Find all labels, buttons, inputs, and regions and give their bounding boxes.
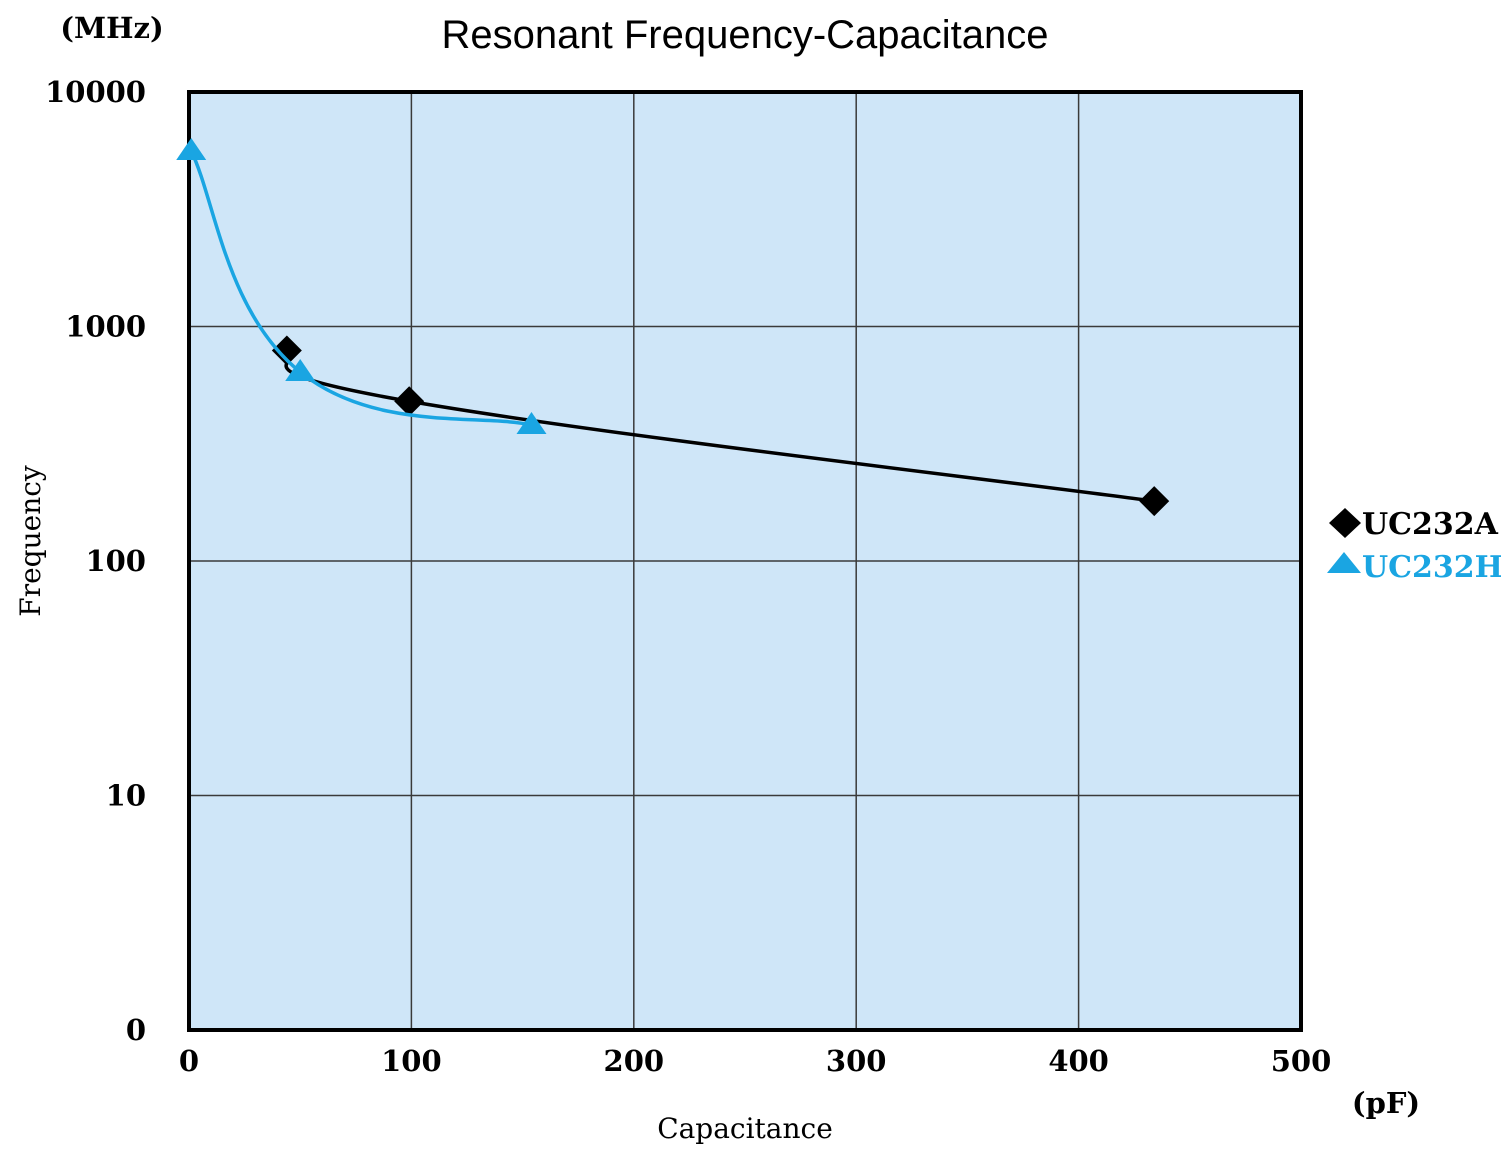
x-axis-unit: (pF): [1352, 1086, 1420, 1120]
x-tick-label: 400: [1048, 1044, 1109, 1078]
y-tick-label: 100: [85, 544, 146, 578]
x-tick-label: 100: [381, 1044, 442, 1078]
legend-label-uc232h: UC232H: [1362, 550, 1501, 585]
y-tick-label: 1000: [65, 310, 146, 344]
tick-labels: 0 100 200 300 400 500 0 10 100 1000 10000: [45, 75, 1331, 1078]
y-axis-unit: (MHz): [60, 11, 163, 45]
y-axis-label: Frequency: [14, 465, 47, 617]
legend-marker-uc232a: [1329, 508, 1361, 538]
series-layer: [176, 138, 1170, 517]
chart-title: Resonant Frequency-Capacitance: [441, 13, 1048, 57]
grid-lines: [189, 92, 1301, 1030]
y-tick-label: 0: [126, 1013, 146, 1047]
data-point-uc232a: [271, 335, 302, 366]
y-tick-label: 10: [106, 779, 146, 813]
x-tick-label: 500: [1271, 1044, 1332, 1078]
legend-marker-uc232h: [1327, 552, 1361, 573]
y-tick-label: 10000: [45, 75, 146, 109]
data-point-uc232h: [285, 358, 316, 381]
data-point-uc232h: [176, 138, 207, 161]
x-axis-label: Capacitance: [657, 1112, 833, 1145]
data-point-uc232a: [1139, 486, 1170, 517]
x-tick-label: 300: [826, 1044, 887, 1078]
x-tick-label: 200: [604, 1044, 665, 1078]
x-tick-label: 0: [179, 1044, 199, 1078]
data-point-uc232a: [394, 386, 425, 417]
legend: UC232A UC232H: [1327, 507, 1501, 585]
legend-label-uc232a: UC232A: [1362, 507, 1499, 542]
data-point-uc232h: [516, 412, 547, 435]
plot-frame: [187, 90, 1303, 1032]
